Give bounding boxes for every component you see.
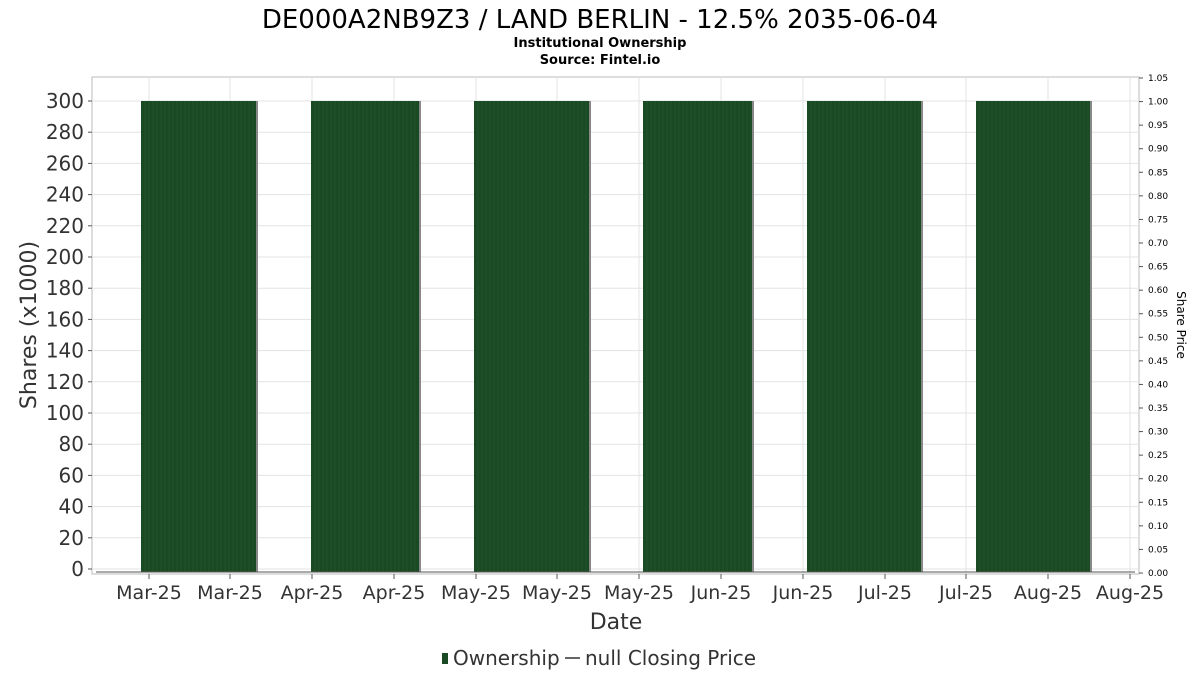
y-tick-label: 80: [59, 432, 84, 456]
y2-tick-label: 0.60: [1148, 286, 1168, 296]
x-tick-label: Aug-25: [1096, 582, 1164, 604]
y2-tick-label: 0.75: [1148, 215, 1168, 225]
y-tick-label: 260: [46, 151, 84, 175]
chart-title: DE000A2NB9Z3 / LAND BERLIN - 12.5% 2035-…: [262, 5, 938, 35]
y2-tick-label: 0.90: [1148, 145, 1168, 155]
y-tick-label: 100: [46, 401, 84, 425]
ownership-bar: [643, 101, 754, 572]
x-tick-label: Apr-25: [281, 582, 344, 604]
legend: Ownership null Closing Price: [442, 646, 756, 670]
ownership-bar-body: [141, 101, 256, 572]
y2-axis-label: Share Price: [1174, 291, 1188, 359]
ownership-bar: [311, 101, 421, 572]
x-tick-label: Jul-25: [857, 582, 912, 604]
y2-tick-label: 1.05: [1148, 74, 1168, 84]
y2-tick-label: 0.30: [1148, 428, 1168, 438]
y-tick-label: 140: [46, 339, 84, 363]
ownership-bar: [141, 101, 258, 572]
y2-tick-label: 0.70: [1148, 239, 1168, 249]
y-tick-label: 120: [46, 370, 84, 394]
y2-tick-label: 0.35: [1148, 404, 1168, 414]
chart-subtitle-line-1: Institutional Ownership: [514, 36, 687, 51]
x-tick-label: Apr-25: [363, 582, 426, 604]
y2-tick-label: 0.15: [1148, 498, 1168, 508]
y2-tick-label: 0.25: [1148, 451, 1168, 461]
y2-tick-label: 0.45: [1148, 357, 1168, 367]
chart-subtitle-line-2: Source: Fintel.io: [540, 53, 661, 68]
ownership-bar-body: [474, 101, 589, 572]
y2-tick-label: 0.20: [1148, 475, 1168, 485]
y-tick-label: 300: [46, 89, 84, 113]
ownership-bar: [976, 101, 1092, 572]
legend-ownership-label: Ownership: [453, 646, 560, 670]
y2-tick-label: 0.00: [1148, 569, 1168, 579]
y-tick-label: 180: [46, 276, 84, 300]
x-tick-label: May-25: [604, 582, 674, 604]
y-tick-label: 40: [59, 495, 84, 519]
y-axis-label: Shares (x1000): [17, 241, 42, 409]
x-tick-label: Mar-25: [116, 582, 182, 604]
y-tick-label: 220: [46, 214, 84, 238]
y-tick-label: 20: [59, 526, 84, 550]
y-tick-label: 280: [46, 120, 84, 144]
y2-tick-label: 1.00: [1148, 98, 1168, 108]
y2-tick-label: 0.55: [1148, 310, 1168, 320]
y-tick-label: 160: [46, 307, 84, 331]
ownership-bar-body: [311, 101, 419, 572]
y2-tick-label: 0.40: [1148, 380, 1168, 390]
y2-tick-label: 0.10: [1148, 522, 1168, 532]
y-tick-label: 200: [46, 245, 84, 269]
y2-tick-label: 0.50: [1148, 333, 1168, 343]
ownership-bar-body: [643, 101, 752, 572]
ownership-bar-body: [807, 101, 921, 572]
y2-tick-label: 0.05: [1148, 545, 1168, 555]
y-tick-label: 60: [59, 463, 84, 487]
y2-tick-label: 0.65: [1148, 263, 1168, 273]
y2-tick-label: 0.95: [1148, 121, 1168, 131]
legend-ownership-swatch: [442, 653, 448, 664]
bars: [141, 101, 1092, 572]
x-tick-label: Jul-25: [938, 582, 993, 604]
ownership-bar: [807, 101, 923, 572]
x-tick-label: Mar-25: [197, 582, 263, 604]
legend-price-label: null Closing Price: [585, 646, 756, 670]
x-tick-label: May-25: [441, 582, 511, 604]
plot-area: [91, 76, 1140, 575]
x-tick-label: Aug-25: [1014, 582, 1082, 604]
axes: 0 20 40 60 80 100 120 140 160 180 200 220 240 260 280 3…: [46, 74, 1169, 604]
y-tick-label: 0: [71, 557, 84, 581]
y-tick-label: 240: [46, 183, 84, 207]
x-tick-label: Jun-25: [690, 582, 752, 604]
ownership-bar: [474, 101, 591, 572]
y2-tick-label: 0.80: [1148, 192, 1168, 202]
x-tick-label: Jun-25: [772, 582, 834, 604]
x-axis-label: Date: [590, 610, 643, 635]
ownership-bar-body: [976, 101, 1090, 572]
x-tick-label: May-25: [522, 582, 592, 604]
y2-tick-label: 0.85: [1148, 168, 1168, 178]
